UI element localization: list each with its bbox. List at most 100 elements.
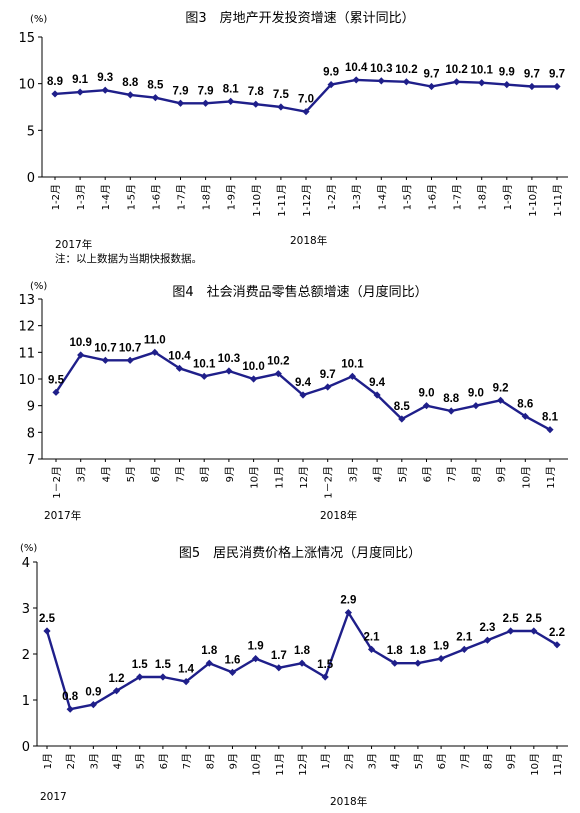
x-tick-label: 1月 (320, 753, 332, 769)
x-tick-label: 1-9月 (502, 184, 514, 210)
data-point (136, 673, 144, 681)
y-tick-label: 0 (27, 171, 35, 186)
data-point (250, 375, 258, 383)
x-tick-label: 2月 (65, 753, 77, 769)
x-tick-label: 2月 (343, 753, 355, 769)
year-label-2017: 2017 (40, 791, 67, 803)
data-label: 10.1 (341, 358, 364, 370)
chart-note: 注：以上数据为当期快报数据。 (55, 252, 202, 265)
data-label: 1.6 (224, 654, 240, 666)
x-tick-label: 6月 (150, 466, 162, 482)
y-tick-label: 11 (18, 346, 35, 361)
data-point (252, 655, 260, 663)
data-point (225, 367, 233, 375)
data-label: 1.5 (317, 659, 334, 671)
data-point (202, 99, 210, 107)
data-label: 11.0 (144, 334, 166, 346)
data-point (302, 108, 310, 116)
y-tick-label: 5 (27, 124, 35, 139)
data-point (277, 103, 285, 111)
chart-retail-sales: 图4 社会消费品零售总额增速（月度同比） (%) 2017年 2018年 7 8 9… (18, 281, 568, 522)
x-tick-label: 11月 (552, 753, 564, 776)
data-label: 10.2 (267, 356, 289, 368)
x-tick-label: 1-7月 (452, 184, 464, 210)
data-label: 9.5 (48, 374, 65, 386)
data-label: 9.0 (419, 388, 435, 400)
x-tick-label: 10月 (520, 466, 532, 489)
chart-cpi: 图5 居民消费价格上涨情况（月度同比） (%) 2017 2018年 0 1 2 3 4… (20, 543, 568, 808)
data-label: 10.2 (395, 64, 417, 76)
data-label: 10.9 (70, 337, 92, 349)
data-point (126, 91, 134, 99)
data-point (275, 664, 283, 672)
data-label: 1.4 (178, 664, 195, 676)
data-label: 9.7 (320, 369, 336, 381)
data-point (478, 79, 486, 87)
x-tick-label: 1-2月 (326, 184, 338, 210)
data-label: 10.3 (370, 63, 392, 75)
data-label: 2.3 (479, 622, 495, 634)
data-label: 8.1 (223, 83, 240, 95)
chart-title: 图4 社会消费品零售总额增速（月度同比） (172, 284, 427, 300)
x-tick-label: 4月 (372, 466, 384, 482)
data-point (497, 396, 505, 404)
data-point (472, 402, 480, 410)
data-point (77, 351, 85, 359)
x-tick-label: 1-4月 (376, 184, 388, 210)
x-tick-label: 10月 (251, 753, 263, 776)
x-tick-label: 1-3月 (75, 184, 87, 210)
data-point (398, 415, 406, 423)
data-label: 7.5 (273, 89, 290, 101)
x-tick-label: 7月 (175, 466, 187, 482)
x-tick-label: 4月 (112, 753, 124, 769)
data-point (324, 383, 332, 391)
chart-title: 图3 房地产开发投资增速（累计同比） (185, 10, 414, 26)
data-label: 8.5 (147, 80, 164, 92)
data-label: 7.9 (173, 85, 189, 97)
data-label: 2.5 (503, 613, 520, 625)
data-label: 7.8 (248, 86, 265, 98)
x-tick-label: 10月 (529, 753, 541, 776)
data-label: 9.0 (468, 388, 484, 400)
data-point (200, 372, 208, 380)
data-point (76, 88, 84, 96)
data-point (546, 426, 554, 434)
y-unit-label: (%) (30, 14, 47, 25)
data-label: 1.8 (201, 645, 218, 657)
x-tick-label: 9月 (227, 753, 239, 769)
x-tick-label: 1-2月 (50, 184, 62, 210)
data-point (530, 627, 538, 635)
x-tick-label: 6月 (436, 753, 448, 769)
x-tick-label: 1月 (42, 753, 54, 769)
data-point (66, 705, 74, 713)
x-tick-label: 1-3月 (351, 184, 363, 210)
data-label: 10.7 (119, 342, 141, 354)
data-label: 2.9 (340, 595, 356, 607)
data-label: 1.8 (387, 645, 404, 657)
data-point (228, 668, 237, 676)
y-tick-label: 12 (18, 320, 35, 335)
x-tick-label: 1-5月 (125, 184, 137, 210)
x-tick-label: 12月 (297, 753, 309, 776)
data-point (483, 636, 492, 644)
x-tick-label: 8月 (199, 466, 211, 482)
data-label: 0.8 (62, 691, 79, 703)
x-tick-label: 1-10月 (251, 184, 263, 217)
x-tick-label: 6月 (158, 753, 170, 769)
data-point (112, 687, 121, 695)
data-label: 1.7 (271, 650, 287, 662)
x-tick-label: 3月 (347, 466, 359, 482)
y-unit-label: (%) (20, 543, 37, 554)
data-label: 8.9 (47, 76, 63, 88)
data-label: 10.4 (168, 350, 191, 362)
chart-title: 图5 居民消费价格上涨情况（月度同比） (179, 545, 421, 561)
x-tick-label: 1-11月 (552, 184, 564, 217)
data-point (182, 678, 190, 686)
data-point (299, 391, 307, 399)
x-tick-label: 6月 (422, 466, 434, 482)
data-point (427, 82, 436, 91)
x-tick-label: 10月 (249, 466, 261, 489)
data-point (553, 641, 561, 649)
data-point (373, 391, 381, 399)
